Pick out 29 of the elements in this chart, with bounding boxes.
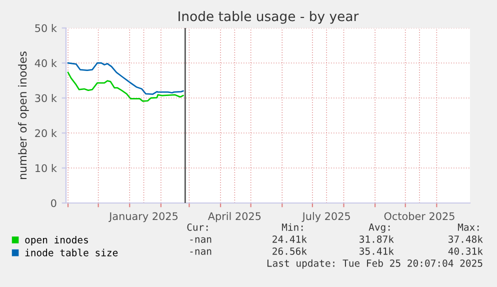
y-tick-label: 40 k (34, 59, 57, 68)
y-axis-title: number of open inodes (18, 52, 29, 179)
x-tick-label: January 2025 (108, 212, 178, 222)
line-series (67, 62, 184, 95)
x-tick-label: July 2025 (302, 212, 350, 222)
text: 37.48k (448, 235, 483, 243)
y-tick-label: 30 k (35, 94, 57, 102)
x-tick-label: April 2025 (208, 212, 261, 222)
text: Max: (458, 224, 479, 231)
text: 31.87k (360, 235, 394, 243)
line-series (67, 72, 184, 102)
text: -nan (190, 249, 212, 255)
text: Last update: Tue Feb 25 20:07:04 2025 (267, 259, 482, 269)
legend-label: inode table size (25, 248, 118, 256)
text: 26.56k (272, 247, 307, 255)
y-tick-label: 10 k (36, 164, 57, 172)
text: Cur: (187, 223, 208, 231)
text: Min: (282, 223, 303, 231)
text: 24.41k (272, 235, 307, 243)
y-tick-label: 0 (51, 199, 56, 208)
text: 35.41k (360, 247, 394, 255)
legend-label: open inodes (25, 236, 88, 246)
chart-title: Inode table usage - by year (178, 11, 359, 24)
y-tick-label: 20 k (35, 129, 57, 138)
text: 40.31k (448, 247, 483, 255)
x-tick-label: October 2025 (384, 212, 454, 220)
text: Avg: (368, 224, 390, 233)
text: -nan (190, 237, 212, 243)
y-tick-label: 50 k (35, 24, 57, 32)
